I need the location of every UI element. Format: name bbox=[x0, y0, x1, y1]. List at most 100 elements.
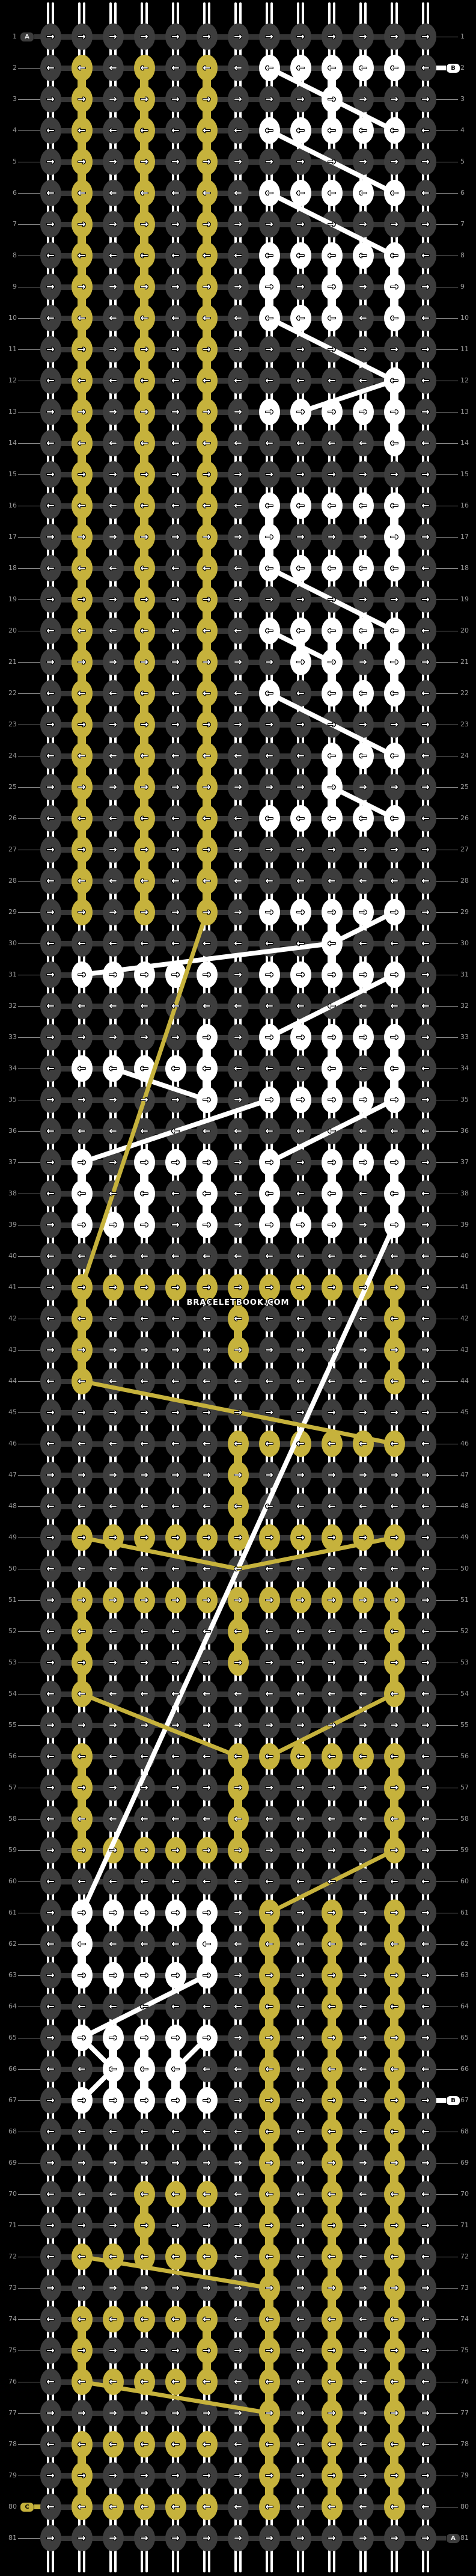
h-connector bbox=[58, 253, 75, 259]
row-guide-left bbox=[18, 662, 40, 663]
knot-arrow-icon: ← bbox=[109, 937, 117, 949]
knot-arrow-icon: → bbox=[328, 1844, 336, 1856]
row-number-right: 11 bbox=[460, 345, 469, 353]
bottom-string bbox=[302, 2550, 304, 2572]
knot-arrow-icon: → bbox=[109, 2094, 117, 2106]
knot bbox=[133, 23, 155, 50]
knot-arrow-icon: ← bbox=[171, 2188, 180, 2200]
row-number-right: 13 bbox=[460, 408, 469, 416]
knot-arrow-icon: → bbox=[328, 1532, 336, 1543]
v-connector bbox=[177, 268, 179, 275]
knot-arrow-icon: → bbox=[140, 593, 148, 605]
v-connector bbox=[172, 205, 174, 212]
knot-arrow-icon: → bbox=[109, 1594, 117, 1605]
h-connector bbox=[151, 34, 168, 40]
row-number-right: 63 bbox=[460, 1971, 469, 1979]
knot-arrow-icon: ← bbox=[265, 500, 273, 511]
bottom-string bbox=[270, 2550, 273, 2572]
row-guide-left bbox=[18, 1506, 40, 1507]
v-connector bbox=[114, 80, 117, 87]
row-number-left: 9 bbox=[13, 283, 17, 290]
knot-arrow-icon: ← bbox=[203, 875, 211, 886]
knot bbox=[102, 55, 124, 81]
v-connector bbox=[109, 299, 112, 306]
row-guide-left bbox=[18, 2319, 40, 2320]
row-guide-left bbox=[18, 318, 40, 319]
knot-arrow-icon: → bbox=[359, 1594, 367, 1605]
knot-arrow-icon: → bbox=[421, 1281, 430, 1293]
knot-arrow-icon: ← bbox=[203, 124, 211, 136]
knot-arrow-icon: ← bbox=[296, 625, 305, 636]
knot-arrow-icon: ← bbox=[390, 1813, 398, 1824]
knot-arrow-icon: → bbox=[109, 1657, 117, 1668]
knot-arrow-icon: ← bbox=[203, 2251, 211, 2262]
v-connector bbox=[203, 298, 211, 307]
knot-arrow-icon: ← bbox=[359, 875, 367, 886]
knot-arrow-icon: → bbox=[234, 406, 242, 417]
row-number-right: 24 bbox=[460, 752, 469, 759]
knot-arrow-icon: → bbox=[203, 1969, 211, 1981]
h-connector bbox=[276, 284, 293, 290]
knot-arrow-icon: → bbox=[46, 281, 55, 292]
row-number-left: 75 bbox=[8, 2346, 17, 2354]
knot-arrow-icon: ← bbox=[171, 2251, 180, 2262]
knot-arrow-icon: ← bbox=[46, 1563, 55, 1574]
knot-arrow-icon: ← bbox=[109, 1250, 117, 1262]
knot-arrow-icon: ← bbox=[265, 2188, 273, 2200]
knot-arrow-icon: ← bbox=[390, 437, 398, 449]
row-number-left: 72 bbox=[8, 2252, 17, 2260]
knot-arrow-icon: → bbox=[234, 1719, 242, 1731]
knot-arrow-icon: ← bbox=[265, 2126, 273, 2137]
knot-arrow-icon: → bbox=[359, 1156, 367, 1168]
knot-arrow-icon: → bbox=[390, 1469, 398, 1480]
v-connector bbox=[422, 111, 424, 118]
row-guide-right bbox=[436, 224, 458, 225]
row-guide-right bbox=[436, 912, 458, 913]
knot bbox=[71, 117, 93, 144]
v-connector bbox=[234, 299, 237, 306]
knot bbox=[133, 149, 155, 175]
v-connector bbox=[172, 49, 174, 56]
knot-arrow-icon: ← bbox=[421, 875, 430, 886]
knot-arrow-icon: ← bbox=[78, 1875, 86, 1887]
knot-arrow-icon: ← bbox=[78, 750, 86, 761]
knot-arrow-icon: ← bbox=[265, 250, 273, 261]
knot-arrow-icon: ← bbox=[46, 500, 55, 511]
h-connector bbox=[151, 66, 168, 71]
knot-arrow-icon: ← bbox=[78, 1000, 86, 1011]
knot-arrow-icon: → bbox=[78, 781, 86, 793]
knot-arrow-icon: ← bbox=[359, 1938, 367, 1949]
knot-arrow-icon: → bbox=[171, 531, 180, 542]
knot-arrow-icon: → bbox=[359, 2282, 367, 2293]
knot-arrow-icon: → bbox=[203, 1031, 211, 1043]
knot-arrow-icon: → bbox=[171, 1782, 180, 1793]
v-connector bbox=[109, 111, 112, 118]
v-connector bbox=[172, 80, 174, 87]
knot-arrow-icon: → bbox=[171, 1657, 180, 1668]
row-guide-left bbox=[18, 1725, 40, 1726]
v-connector bbox=[109, 80, 112, 87]
knot-arrow-icon: ← bbox=[390, 1938, 398, 1949]
row-number-left: 61 bbox=[8, 1909, 17, 1916]
row-number-right: 76 bbox=[460, 2378, 469, 2385]
knot-arrow-icon: → bbox=[328, 406, 336, 417]
knot-arrow-icon: → bbox=[78, 1344, 86, 1355]
row-number-right: 35 bbox=[460, 1096, 469, 1103]
v-connector bbox=[83, 49, 85, 56]
knot-arrow-icon: ← bbox=[421, 1875, 430, 1887]
row-guide-left bbox=[18, 693, 40, 694]
row-number-right: 27 bbox=[460, 845, 469, 853]
row-guide-right bbox=[436, 1975, 458, 1976]
knot-arrow-icon: ← bbox=[328, 250, 336, 261]
knot-arrow-icon: ← bbox=[265, 1813, 273, 1824]
knot-arrow-icon: → bbox=[171, 593, 180, 605]
top-string bbox=[297, 2, 299, 25]
knot-arrow-icon: ← bbox=[203, 687, 211, 699]
knot-arrow-icon: ← bbox=[46, 1813, 55, 1824]
knot-arrow-icon: → bbox=[390, 719, 398, 730]
knot-arrow-icon: ← bbox=[234, 2126, 242, 2137]
knot bbox=[71, 211, 93, 238]
row-guide-left bbox=[18, 881, 40, 882]
v-connector bbox=[114, 49, 117, 56]
knot-arrow-icon: → bbox=[359, 156, 367, 167]
